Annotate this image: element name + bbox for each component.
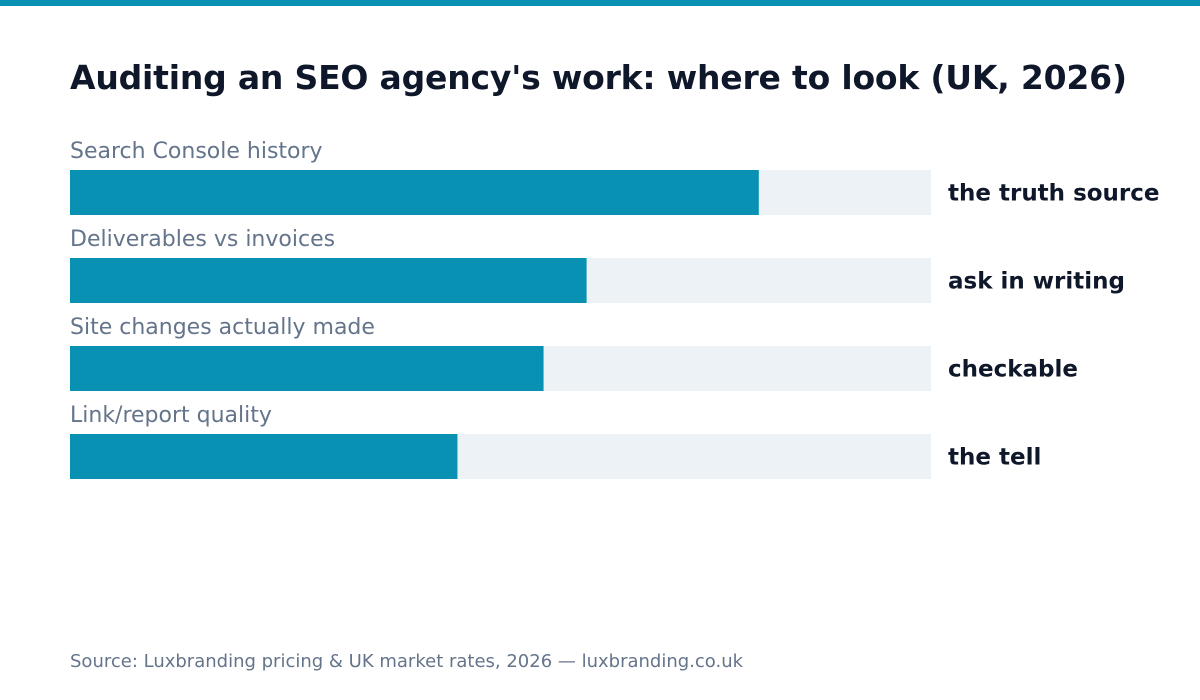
bar-data-label: ask in writing xyxy=(948,269,1125,295)
chart-title: Auditing an SEO agency's work: where to … xyxy=(70,58,1127,97)
category-label: Deliverables vs invoices xyxy=(70,227,335,252)
bar xyxy=(70,170,759,215)
bar xyxy=(70,258,587,303)
bar xyxy=(70,346,544,391)
bar-data-label: the tell xyxy=(948,445,1041,471)
category-label: Site changes actually made xyxy=(70,315,375,340)
bar-data-label: the truth source xyxy=(948,181,1160,207)
category-label: Link/report quality xyxy=(70,403,272,428)
category-label: Search Console history xyxy=(70,139,323,164)
source-note: Source: Luxbranding pricing & UK market … xyxy=(70,651,744,672)
top-accent-stripe xyxy=(0,0,1200,6)
bar xyxy=(70,434,458,479)
bar-data-label: checkable xyxy=(948,357,1078,383)
